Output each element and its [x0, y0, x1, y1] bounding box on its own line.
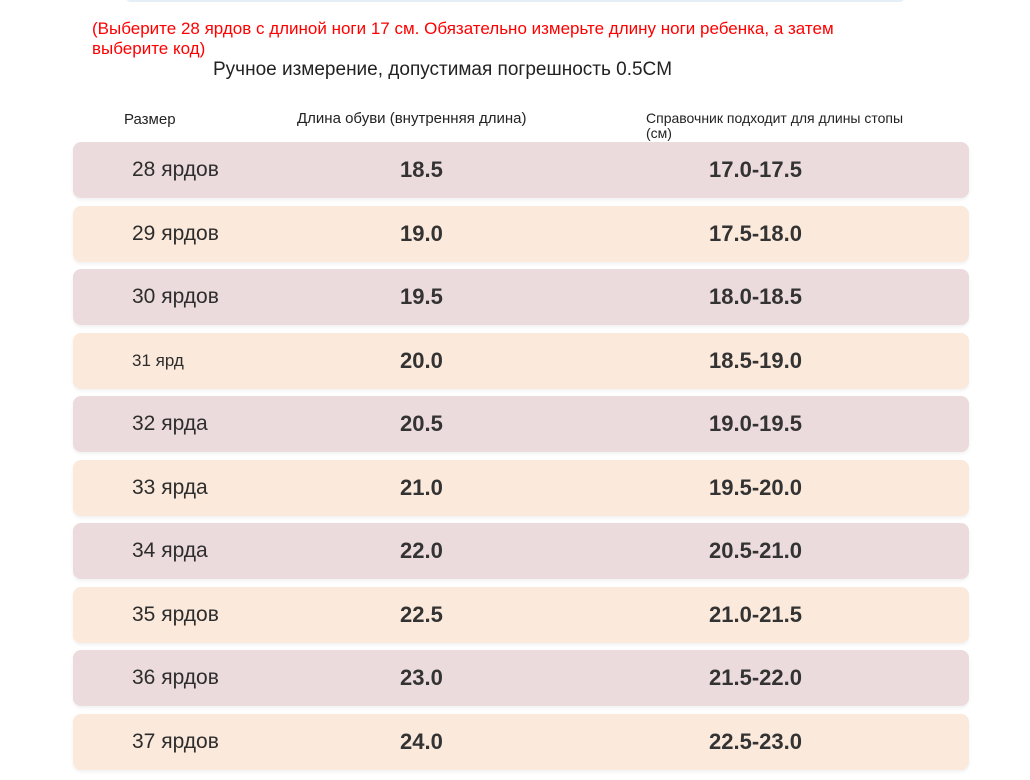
size-selection-warning: (Выберите 28 ярдов с длиной ноги 17 см. … — [92, 19, 834, 58]
size-cell: 28 ярдов — [132, 158, 219, 181]
shoe-length-cell: 19.5 — [400, 284, 443, 309]
foot-length-cell: 22.5-23.0 — [709, 728, 802, 754]
shoe-length-cell: 23.0 — [400, 665, 443, 690]
shoe-length-cell: 19.0 — [400, 220, 443, 246]
table-row: 33 ярда 21.0 19.5-20.0 — [73, 459, 969, 516]
table-row: 32 ярда 20.5 19.0-19.5 — [73, 396, 969, 452]
size-cell: 29 ярдов — [132, 221, 219, 245]
size-cell: 36 ярдов — [132, 666, 219, 689]
foot-length-cell: 21.5-22.0 — [709, 665, 802, 690]
shoe-length-cell: 20.0 — [400, 347, 443, 373]
shoe-length-cell: 24.0 — [400, 728, 443, 754]
header-foot-length: Справочник подходит для длины стопы (см) — [646, 110, 904, 141]
size-cell: 33 ярда — [132, 475, 208, 499]
table-row: 36 ярдов 23.0 21.5-22.0 — [73, 650, 969, 706]
table-row: 28 ярдов 18.5 17.0-17.5 — [73, 142, 969, 198]
top-divider — [125, 0, 905, 2]
shoe-length-cell: 22.0 — [400, 538, 443, 563]
foot-length-cell: 19.0-19.5 — [709, 411, 802, 436]
shoe-length-cell: 18.5 — [400, 157, 443, 182]
shoe-length-cell: 20.5 — [400, 411, 443, 436]
table-row: 37 ярдов 24.0 22.5-23.0 — [73, 713, 969, 770]
foot-length-cell: 18.0-18.5 — [709, 284, 802, 309]
measurement-note: Ручное измерение, допустимая погрешность… — [213, 59, 673, 80]
foot-length-cell: 17.0-17.5 — [709, 157, 802, 182]
size-cell: 30 ярдов — [132, 285, 219, 308]
size-cell: 31 ярд — [132, 350, 184, 370]
table-row: 30 ярдов 19.5 18.0-18.5 — [73, 269, 969, 325]
table-row: 34 ярда 22.0 20.5-21.0 — [73, 523, 969, 579]
table-row: 35 ярдов 22.5 21.0-21.5 — [73, 586, 969, 643]
foot-length-cell: 18.5-19.0 — [709, 347, 802, 373]
size-table: 28 ярдов 18.5 17.0-17.5 29 ярдов 19.0 17… — [73, 142, 969, 777]
table-row: 31 ярд 20.0 18.5-19.0 — [73, 332, 969, 389]
header-size: Размер — [124, 111, 176, 128]
foot-length-cell: 17.5-18.0 — [709, 220, 802, 246]
shoe-length-cell: 22.5 — [400, 601, 443, 627]
size-cell: 37 ярдов — [132, 729, 219, 753]
table-row: 29 ярдов 19.0 17.5-18.0 — [73, 205, 969, 262]
size-cell: 34 ярда — [132, 539, 208, 562]
foot-length-cell: 20.5-21.0 — [709, 538, 802, 563]
foot-length-cell: 19.5-20.0 — [709, 474, 802, 500]
size-cell: 32 ярда — [132, 412, 208, 435]
shoe-length-cell: 21.0 — [400, 474, 443, 500]
foot-length-cell: 21.0-21.5 — [709, 601, 802, 627]
size-cell: 35 ярдов — [132, 602, 219, 626]
header-shoe-length: Длина обуви (внутренняя длина) — [297, 110, 527, 127]
